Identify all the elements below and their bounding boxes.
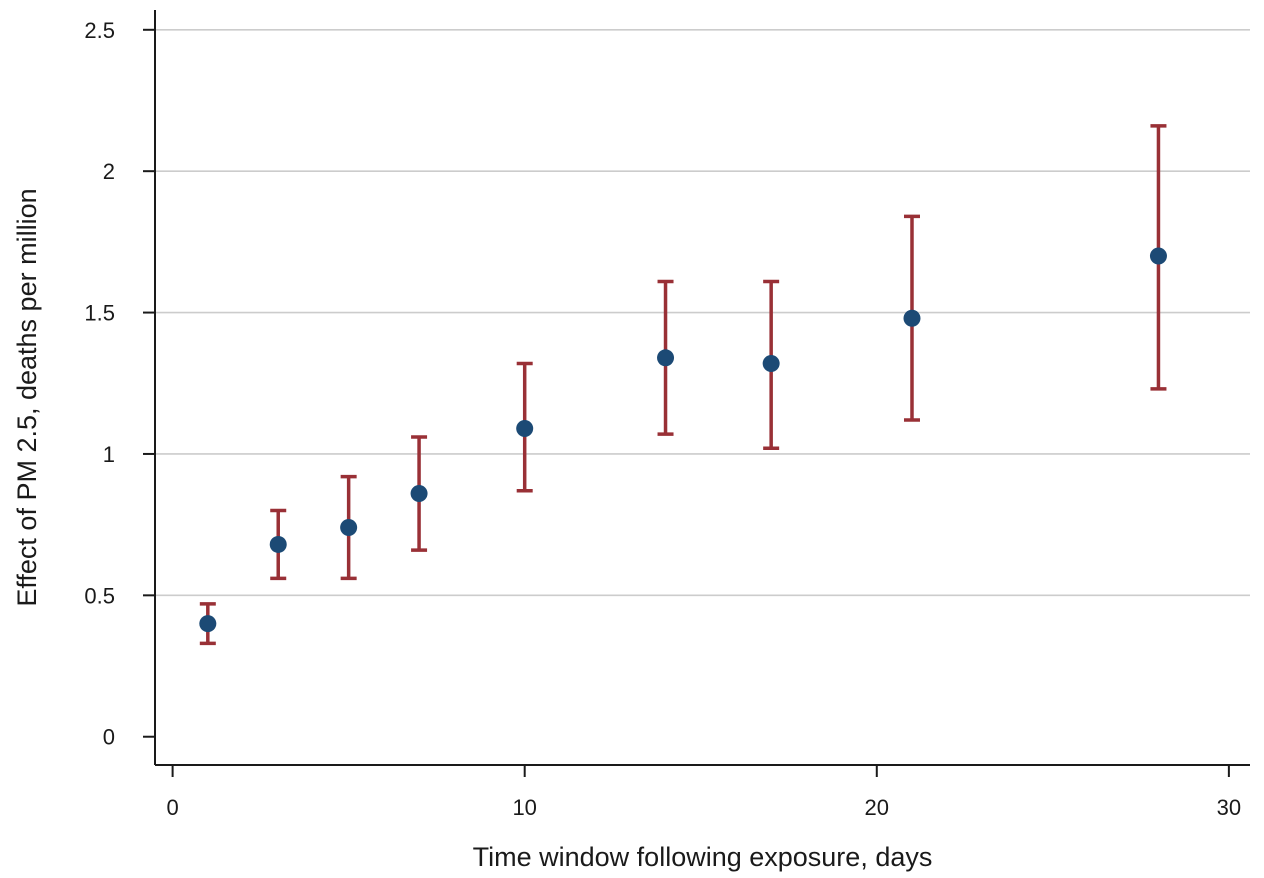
x-tick-label: 30 <box>1217 795 1241 820</box>
x-tick-label: 20 <box>865 795 889 820</box>
data-point <box>410 485 428 503</box>
data-point <box>1149 247 1167 265</box>
x-tick-label: 0 <box>166 795 178 820</box>
y-tick-label: 0 <box>103 725 115 750</box>
y-tick-label: 2 <box>103 159 115 184</box>
data-point <box>269 535 287 553</box>
data-point <box>199 615 217 633</box>
data-point <box>340 518 358 536</box>
x-axis-title: Time window following exposure, days <box>473 842 933 872</box>
data-points <box>199 247 1167 633</box>
data-point <box>657 349 675 367</box>
data-point <box>903 309 921 327</box>
y-tick-label: 0.5 <box>84 583 115 608</box>
gridlines <box>155 28 1250 597</box>
y-tick-label: 1.5 <box>84 301 115 326</box>
y-axis-title: Effect of PM 2.5, deaths per million <box>12 188 42 606</box>
axis-ticks: 0 0.5 1 1.5 2 2.5 0 10 20 30 <box>84 18 1241 820</box>
data-point <box>762 354 780 372</box>
y-tick-label: 2.5 <box>84 18 115 43</box>
y-tick-label: 1 <box>103 442 115 467</box>
x-tick-label: 10 <box>512 795 536 820</box>
data-point <box>516 420 534 438</box>
error-bars <box>199 124 1167 646</box>
